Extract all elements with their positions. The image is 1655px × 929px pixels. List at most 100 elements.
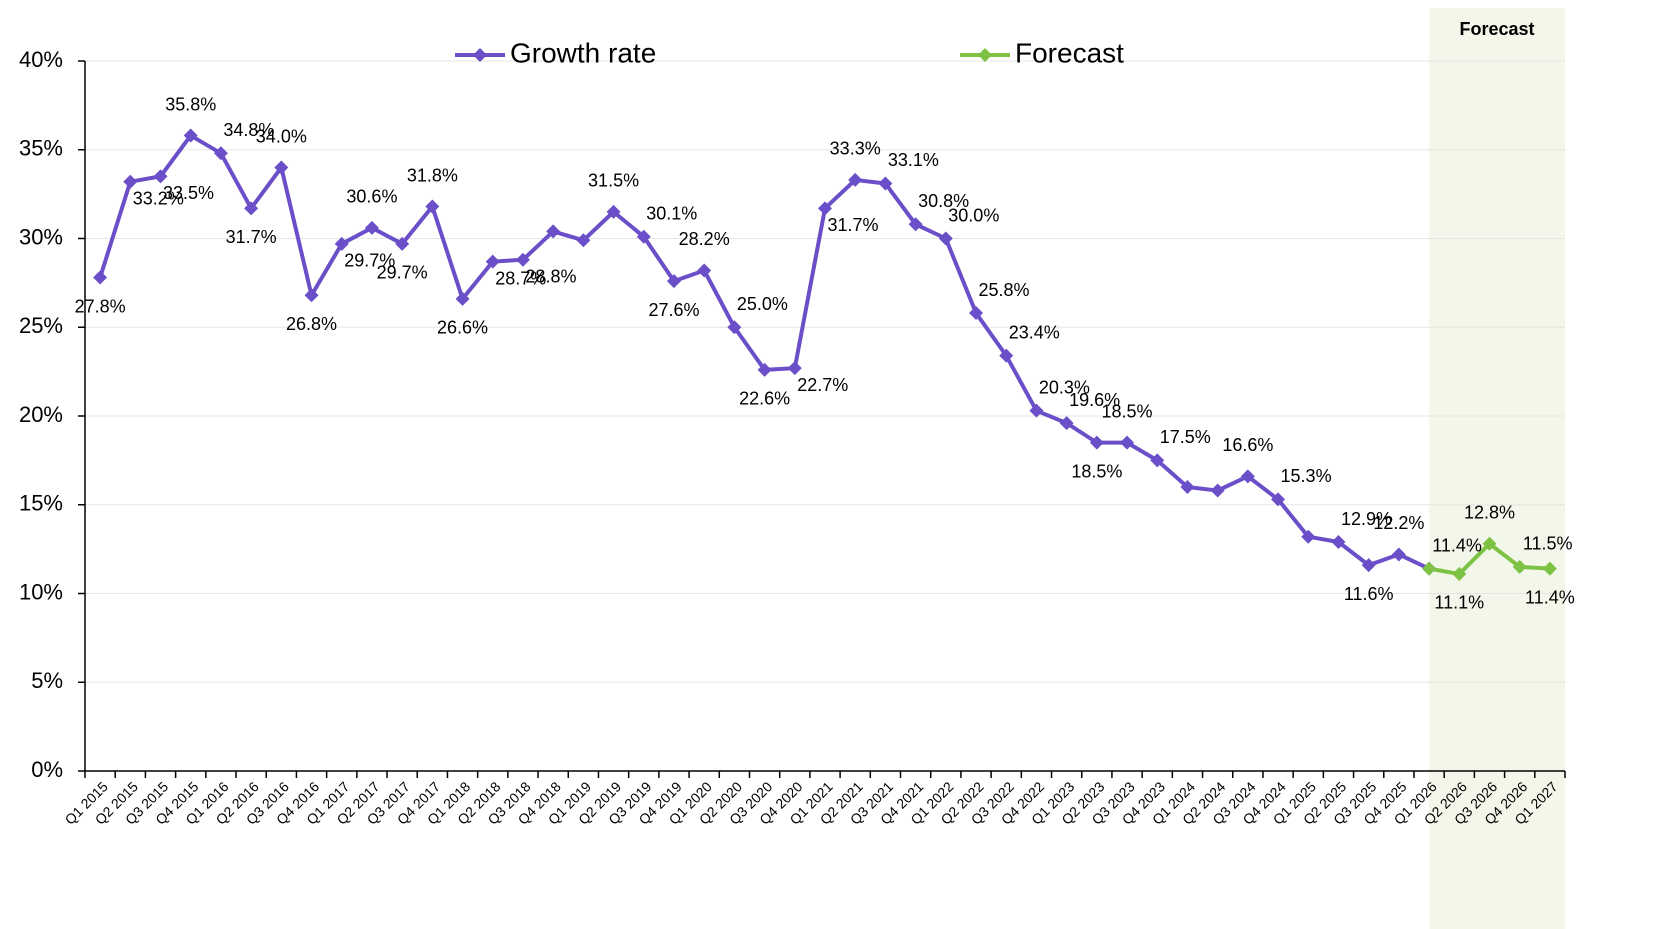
- data-label: 19.6%: [1069, 390, 1120, 410]
- data-label: 17.5%: [1160, 427, 1211, 447]
- data-label: 30.8%: [918, 191, 969, 211]
- data-label: 31.8%: [407, 165, 458, 185]
- marker: [1150, 453, 1165, 468]
- marker: [1271, 492, 1286, 507]
- marker: [818, 201, 832, 216]
- marker: [244, 201, 259, 216]
- marker: [1180, 480, 1195, 494]
- data-label: 30.6%: [346, 187, 397, 207]
- marker: [606, 204, 621, 219]
- legend-marker: [473, 48, 487, 62]
- forecast-region-label: Forecast: [1460, 19, 1535, 39]
- data-label: 15.3%: [1281, 466, 1332, 486]
- marker: [334, 236, 349, 251]
- marker: [1301, 529, 1316, 544]
- y-tick-label: 25%: [19, 313, 63, 338]
- y-tick-label: 5%: [31, 668, 63, 693]
- marker: [1422, 561, 1437, 576]
- marker: [364, 220, 379, 235]
- data-label: 28.8%: [525, 267, 576, 287]
- marker: [636, 229, 651, 244]
- forecast-region: [1429, 8, 1565, 929]
- data-label: 11.1%: [1434, 593, 1484, 613]
- marker: [999, 348, 1014, 363]
- marker: [455, 291, 470, 306]
- marker: [938, 231, 953, 246]
- data-label: 18.5%: [1102, 401, 1153, 421]
- y-tick-label: 10%: [19, 579, 63, 604]
- marker: [1331, 535, 1346, 550]
- marker: [1361, 558, 1376, 573]
- data-label: 31.7%: [226, 227, 277, 247]
- y-tick-label: 40%: [19, 47, 63, 72]
- data-label: 23.4%: [1009, 322, 1060, 342]
- data-label: 18.5%: [1071, 461, 1122, 481]
- marker: [787, 361, 802, 376]
- marker: [1482, 536, 1497, 551]
- marker: [274, 160, 289, 175]
- marker: [304, 288, 319, 303]
- data-label: 33.1%: [888, 150, 939, 170]
- marker: [878, 176, 893, 191]
- marker: [697, 263, 712, 278]
- marker: [666, 274, 681, 289]
- marker: [1240, 469, 1255, 484]
- marker: [727, 320, 742, 335]
- marker: [123, 174, 138, 189]
- marker: [848, 172, 863, 187]
- marker: [395, 236, 410, 251]
- data-label: 30.0%: [948, 205, 999, 225]
- data-label: 28.2%: [679, 229, 730, 249]
- marker: [969, 306, 984, 321]
- data-label: 11.5%: [1523, 534, 1573, 554]
- data-label: 29.7%: [344, 251, 395, 271]
- data-label: 30.1%: [646, 203, 697, 223]
- data-label: 12.8%: [1464, 503, 1515, 523]
- marker: [93, 270, 108, 285]
- marker: [1210, 483, 1225, 498]
- y-tick-label: 30%: [19, 224, 63, 249]
- marker: [515, 252, 530, 267]
- marker: [1029, 403, 1044, 418]
- data-label: 34.0%: [256, 126, 307, 146]
- marker: [1089, 435, 1104, 450]
- data-label: 27.6%: [648, 300, 699, 320]
- marker: [213, 146, 228, 161]
- data-label: 25.0%: [737, 294, 788, 314]
- data-label: 20.3%: [1039, 377, 1090, 397]
- marker: [183, 128, 198, 143]
- data-label: 33.3%: [830, 139, 881, 159]
- series-line: [98, 133, 1430, 571]
- data-label: 31.7%: [827, 215, 878, 235]
- data-label: 11.6%: [1344, 584, 1394, 604]
- data-label: 12.9%: [1341, 509, 1392, 529]
- legend-label: Growth rate: [510, 37, 656, 68]
- data-label: 11.4%: [1432, 535, 1482, 555]
- marker: [1059, 416, 1074, 431]
- marker: [908, 217, 923, 232]
- marker: [1120, 435, 1135, 450]
- y-tick-label: 0%: [31, 757, 63, 782]
- data-label: 27.8%: [75, 296, 126, 316]
- data-label: 26.6%: [437, 318, 488, 338]
- data-label: 22.7%: [797, 375, 848, 395]
- data-label: 25.8%: [978, 280, 1029, 300]
- y-tick-label: 35%: [19, 136, 63, 161]
- data-label: 16.6%: [1222, 435, 1273, 455]
- marker: [1512, 559, 1527, 574]
- data-label: 29.7%: [377, 263, 428, 283]
- legend-label: Forecast: [1015, 37, 1124, 68]
- data-label: 31.5%: [588, 171, 639, 191]
- marker: [1452, 566, 1467, 581]
- data-label: 26.8%: [286, 314, 337, 334]
- data-label: 33.5%: [163, 183, 214, 203]
- data-label: 33.2%: [133, 188, 184, 208]
- y-tick-label: 15%: [19, 491, 63, 516]
- marker: [1391, 547, 1406, 562]
- marker: [576, 233, 591, 248]
- data-label: 34.8%: [223, 120, 274, 140]
- marker: [485, 254, 500, 269]
- data-label: 28.7%: [495, 268, 546, 288]
- legend-marker: [978, 48, 992, 62]
